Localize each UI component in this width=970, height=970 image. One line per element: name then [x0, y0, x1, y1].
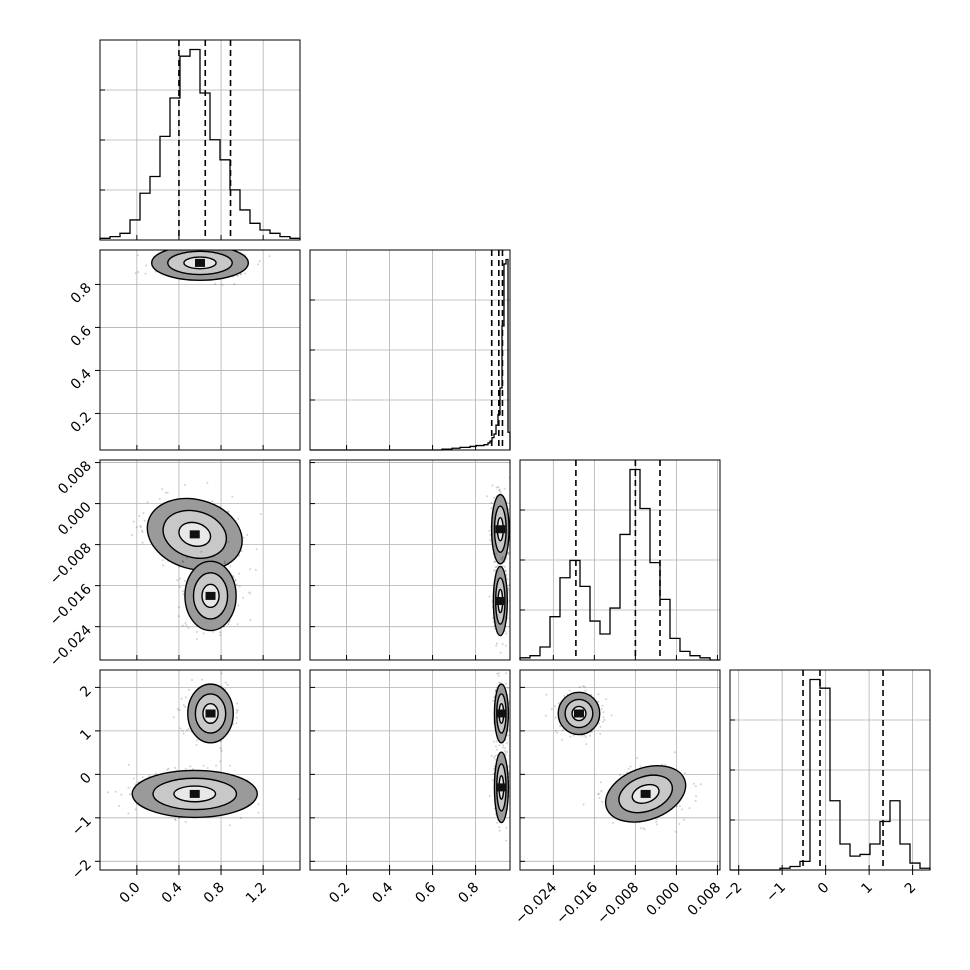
hist-panel-2-steps — [519, 468, 720, 661]
scatter-panel-2-3-points — [544, 685, 702, 833]
scatter-panel-0-3-peak-1 — [189, 789, 200, 798]
scatter-panel-0-1-frame — [99, 249, 301, 451]
scatter-panel-0-1-peak-0 — [195, 258, 205, 267]
scatter-panel-1-2-peak-0 — [495, 525, 506, 534]
scatter-panel-1-3-peak-0 — [496, 709, 507, 718]
hist-panel-3-steps — [730, 678, 931, 871]
scatter-panel-1-2-frame — [309, 459, 511, 661]
scatter-panel-0-3-peak-0 — [205, 709, 216, 718]
hist-panel-1-frame — [309, 249, 511, 451]
scatter-panel-0-2-peak-1 — [205, 591, 216, 600]
scatter-panel-1-3-peak-1 — [496, 783, 507, 792]
hist-panel-3-frame — [729, 669, 931, 871]
scatter-panel-1-3-frame — [309, 669, 511, 871]
hist-panel-2-frame — [519, 459, 721, 661]
scatter-panel-1-2-points — [486, 476, 510, 654]
hist-panel-0-steps — [99, 48, 301, 240]
scatter-panel-2-3-frame — [519, 669, 721, 871]
hist-panel-0-frame — [99, 39, 301, 241]
scatter-panel-0-3-frame — [99, 669, 301, 871]
scatter-panel-0-2-peak-0 — [189, 530, 200, 539]
scatter-panel-0-2-frame — [99, 459, 301, 661]
scatter-panel-2-3-peak-0 — [573, 709, 584, 718]
scatter-panel-1-2-peak-1 — [495, 597, 506, 606]
scatter-panel-1-3-points — [488, 670, 510, 842]
scatter-panel-0-2-points — [130, 481, 262, 640]
scatter-panel-0-3-points — [107, 672, 300, 827]
scatter-panel-2-3-peak-1 — [640, 789, 651, 798]
